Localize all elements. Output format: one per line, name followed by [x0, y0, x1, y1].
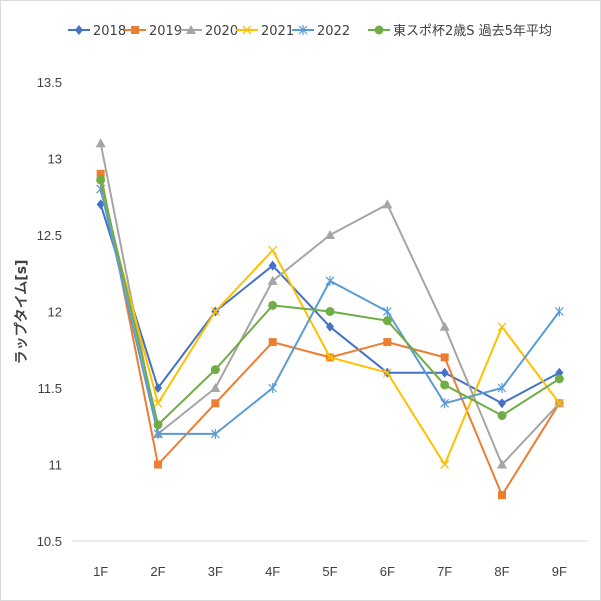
legend-entry: 2022	[292, 24, 350, 39]
data-point	[267, 275, 278, 285]
legend-label: 2022	[317, 24, 350, 39]
data-point	[382, 316, 392, 326]
data-point	[268, 338, 277, 347]
data-point	[96, 169, 105, 178]
y-tick-label: 12.5	[37, 228, 62, 243]
data-point	[554, 374, 564, 384]
x-tick-label: 4F	[265, 564, 280, 579]
data-point	[554, 398, 564, 408]
data-point	[95, 138, 106, 148]
axes: 10.5 11 11.5 12 12.5 13 13.5 1F 2F 3F 4F 5F 6F 7F 8F 9F	[37, 75, 588, 579]
data-point	[154, 383, 162, 393]
data-point	[498, 398, 506, 409]
y-tick-label: 13.5	[37, 75, 62, 90]
data-point	[554, 306, 564, 317]
legend-entry: 東スポ杯2歳S 過去5年平均	[368, 23, 552, 39]
data-point	[153, 398, 163, 408]
data-point	[440, 460, 450, 469]
data-point	[439, 321, 450, 331]
legend: 2018 2019 2020 2021 2022 東スポ杯2歳S 過去5年平均	[68, 23, 552, 39]
data-point	[210, 307, 220, 316]
data-point	[268, 245, 278, 255]
data-point	[298, 25, 308, 35]
data-point	[210, 365, 220, 375]
data-point	[268, 383, 278, 393]
legend-entry: 2018	[68, 24, 126, 39]
data-point	[325, 230, 335, 239]
series-5	[96, 175, 564, 430]
data-point	[497, 322, 507, 332]
legend-entry: 2020	[180, 24, 238, 39]
data-point	[440, 367, 449, 378]
data-point	[153, 420, 163, 430]
data-point	[382, 368, 392, 378]
x-tick-label: 1F	[93, 564, 108, 579]
legend-label: 東スポ杯2歳S 過去5年平均	[393, 23, 552, 39]
data-point	[268, 260, 277, 271]
data-point	[75, 25, 83, 35]
data-point	[325, 307, 335, 316]
data-point	[382, 199, 393, 209]
data-point	[153, 428, 163, 439]
x-tick-label: 3F	[208, 564, 223, 579]
series-line	[99, 173, 561, 497]
data-point	[382, 306, 392, 317]
data-point	[440, 398, 450, 409]
y-axis-label: ラップタイム[s]	[14, 260, 30, 365]
data-point	[186, 25, 196, 34]
data-point	[210, 428, 220, 439]
data-point	[383, 338, 392, 347]
data-point	[211, 399, 220, 408]
y-tick-label: 12	[48, 305, 62, 320]
data-point	[268, 300, 278, 310]
data-point	[210, 383, 221, 392]
x-tick-label: 9F	[552, 564, 567, 579]
data-point	[325, 275, 335, 286]
legend-label: 2019	[149, 24, 182, 39]
data-point	[326, 321, 334, 332]
x-tick-label: 5F	[322, 564, 337, 579]
data-point	[497, 459, 507, 469]
y-tick-label: 11.5	[38, 381, 62, 396]
data-point	[374, 25, 384, 35]
series-2	[95, 138, 565, 469]
data-point	[498, 491, 506, 500]
data-point	[131, 26, 139, 34]
legend-label: 2021	[261, 24, 294, 39]
data-point	[154, 460, 162, 469]
series-4	[96, 184, 564, 439]
legend-label: 2018	[93, 24, 126, 39]
data-point	[440, 380, 450, 390]
data-point	[242, 25, 252, 35]
x-tick-label: 2F	[150, 564, 165, 579]
legend-entry: 2019	[124, 24, 182, 39]
legend-label: 2020	[205, 24, 238, 39]
data-point	[96, 175, 106, 185]
data-point	[440, 353, 449, 362]
y-tick-label: 11	[49, 458, 63, 473]
series-line	[99, 179, 560, 426]
legend-entry: 2021	[236, 24, 294, 39]
y-tick-label: 13	[48, 152, 62, 167]
x-tick-label: 7F	[437, 564, 452, 579]
x-tick-label: 8F	[494, 564, 509, 579]
y-tick-label: 10.5	[37, 534, 62, 549]
series-layer	[95, 138, 565, 500]
series-1	[96, 169, 564, 500]
data-point	[497, 411, 507, 421]
series-line	[99, 143, 561, 466]
x-tick-label: 6F	[380, 564, 395, 579]
data-point	[497, 383, 507, 393]
data-point	[325, 352, 335, 362]
